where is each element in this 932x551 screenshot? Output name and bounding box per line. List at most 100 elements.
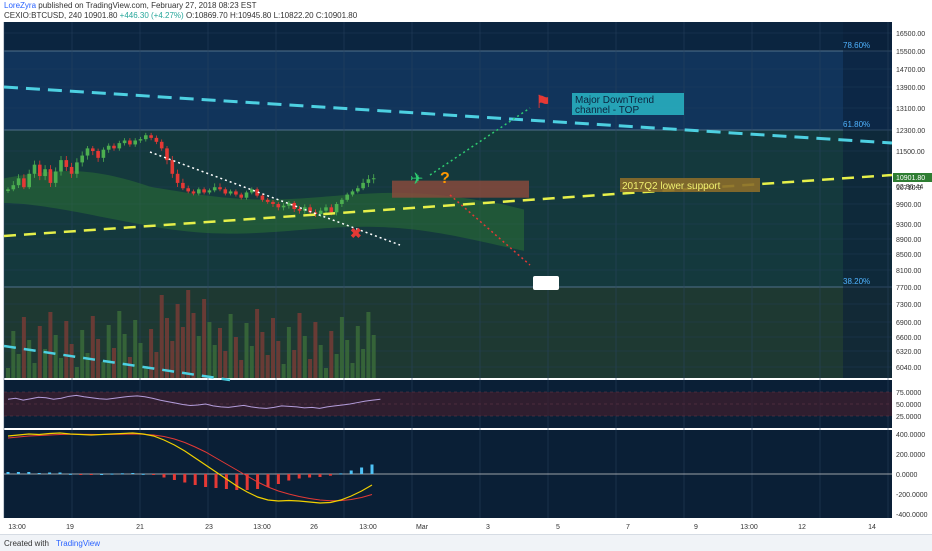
macd-histogram-bar — [245, 474, 249, 490]
macd-histogram-bar — [27, 472, 31, 474]
candle-body — [250, 189, 254, 193]
volume-bar — [101, 362, 106, 378]
volume-bar — [292, 350, 297, 378]
candle-body — [32, 164, 37, 174]
rsi-level-label: 25.0000 — [896, 414, 921, 421]
volume-bar — [175, 304, 180, 378]
candle-body — [340, 199, 344, 204]
volume-bar — [260, 332, 265, 378]
y-tick-label: 10710.0 — [896, 185, 921, 192]
macd-histogram-bar — [37, 473, 41, 474]
channel-bottom-line — [3, 344, 231, 382]
volume-bar — [117, 311, 122, 378]
volume-bar — [207, 322, 212, 378]
candle-body — [133, 140, 137, 145]
volume-bar — [281, 364, 286, 378]
candle-body — [64, 160, 69, 167]
x-tick-label: 7 — [626, 524, 630, 531]
x-tick-label: 26 — [310, 524, 318, 531]
candle-body — [334, 204, 339, 213]
last-price-label: 10901.80 — [896, 175, 925, 182]
macd-histogram-bar — [6, 472, 10, 474]
fib-label: 38.20% — [843, 277, 870, 286]
volume-bar — [302, 336, 307, 378]
candle-body — [16, 178, 21, 186]
candle-body — [207, 190, 212, 193]
bull-projection — [429, 107, 531, 176]
flag-icon: ⚑ — [535, 92, 551, 112]
x-tick-label: 5 — [556, 524, 560, 531]
volume-bar — [74, 367, 79, 378]
candle-body — [265, 199, 270, 202]
candle-body — [292, 202, 296, 209]
volume-bar — [228, 314, 233, 378]
volume-bar — [361, 349, 366, 378]
volume-bar — [313, 322, 318, 378]
candle-body — [59, 160, 63, 172]
volume-bar — [59, 358, 63, 378]
candle-body — [223, 189, 228, 194]
candle-body — [244, 192, 249, 198]
candle-body — [318, 210, 323, 214]
volume-bar — [48, 312, 53, 378]
candle-body — [260, 195, 265, 200]
candle-body — [218, 187, 222, 190]
candle-body — [329, 207, 334, 213]
volume-bar — [339, 317, 344, 378]
tradingview-brand[interactable]: TradingView — [56, 539, 101, 548]
y-tick-label: 16500.00 — [896, 31, 925, 38]
symbol-text: CEXIO:BTCUSD, 240 — [4, 11, 82, 20]
macd-histogram-bar — [318, 474, 322, 477]
volume-bar — [143, 366, 148, 378]
volume-bar — [355, 326, 360, 378]
candle-body — [276, 204, 281, 208]
macd-histogram-bar — [235, 474, 239, 490]
ohlc-text: O:10869.70 H:10945.80 L:10822.20 C:10901… — [185, 11, 358, 20]
volume-bar — [27, 340, 32, 378]
candle-body — [202, 189, 206, 193]
candle-body — [138, 139, 143, 141]
volume-bar — [64, 321, 69, 378]
y-tick-label: 7700.00 — [896, 285, 921, 292]
volume-bar — [271, 318, 275, 378]
volume-bar — [43, 349, 48, 378]
candle-body — [212, 187, 217, 191]
candle-body — [287, 202, 291, 206]
volume-bar — [154, 352, 159, 378]
macd-histogram-bar — [297, 474, 301, 479]
volume-bar — [239, 360, 244, 378]
candle-body — [48, 169, 53, 183]
last-value: 10901.80 — [84, 11, 118, 20]
candle-body — [234, 191, 238, 195]
candle-body — [356, 188, 360, 192]
candle-body — [75, 162, 79, 174]
x-tick-label: 9 — [694, 524, 698, 531]
x-tick-label: 13:00 — [8, 524, 26, 531]
volume-bar — [218, 328, 222, 378]
candle-body — [297, 209, 302, 211]
x-tick-label: 19 — [66, 524, 74, 531]
volume-bar — [170, 341, 175, 378]
candle-body — [149, 135, 153, 138]
volume-bar — [308, 359, 313, 378]
question-icon: ? — [440, 170, 450, 187]
y-tick-label: 6900.00 — [896, 320, 921, 327]
candle-body — [324, 207, 328, 211]
macd-histogram-bar — [152, 474, 156, 475]
volume-bar — [90, 316, 95, 378]
macd-histogram-bar — [141, 473, 145, 475]
candle-body — [255, 189, 259, 196]
macd-level-label: 200.0000 — [896, 452, 925, 459]
candle-body — [350, 191, 355, 195]
volume-bar — [191, 313, 196, 378]
volume-bar — [202, 299, 207, 378]
rsi-level-label: 75.0000 — [896, 390, 921, 397]
candle-body — [85, 148, 90, 156]
volume-bar — [276, 341, 281, 378]
volume-bar — [345, 340, 350, 378]
y-tick-label: 12300.00 — [896, 128, 925, 135]
volume-bar — [318, 345, 323, 378]
candle-body — [361, 182, 365, 189]
author-link[interactable]: LoreZyra — [4, 1, 37, 10]
